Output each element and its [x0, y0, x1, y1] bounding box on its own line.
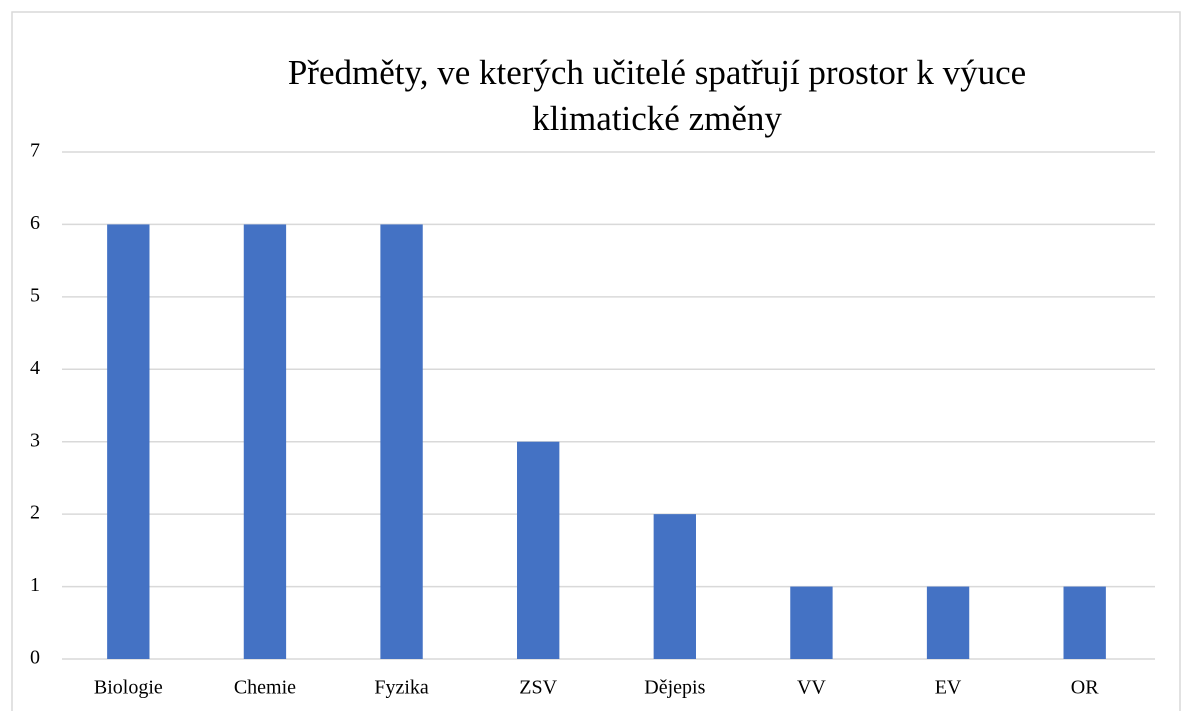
x-tick-label: VV [797, 677, 826, 699]
bar [243, 224, 287, 659]
bar [653, 514, 696, 659]
chart-frame [11, 11, 1181, 711]
y-tick-label: 1 [30, 574, 40, 596]
y-tick-label: 4 [30, 357, 40, 379]
x-tick-label: Biologie [94, 677, 163, 699]
x-tick-label: Dějepis [644, 677, 705, 699]
bar [517, 441, 560, 659]
x-tick-label: Chemie [234, 677, 296, 699]
chart-title: Předměty, ve kterých učitelé spatřují pr… [287, 53, 1027, 138]
y-tick-label: 7 [30, 140, 40, 162]
x-tick-label: ZSV [519, 677, 557, 699]
bar [107, 224, 150, 659]
y-tick-label: 5 [30, 284, 40, 306]
x-tick-label: OR [1071, 677, 1099, 699]
y-tick-label: 2 [30, 502, 40, 524]
x-tick-label: Fyzika [374, 677, 429, 699]
y-tick-label: 3 [30, 429, 40, 451]
bar [790, 586, 833, 659]
bar [926, 586, 970, 659]
x-tick-label: EV [935, 677, 962, 699]
y-tick-label: 0 [30, 647, 40, 669]
bar [380, 224, 423, 659]
y-tick-label: 6 [30, 212, 40, 234]
bar [1063, 586, 1106, 659]
